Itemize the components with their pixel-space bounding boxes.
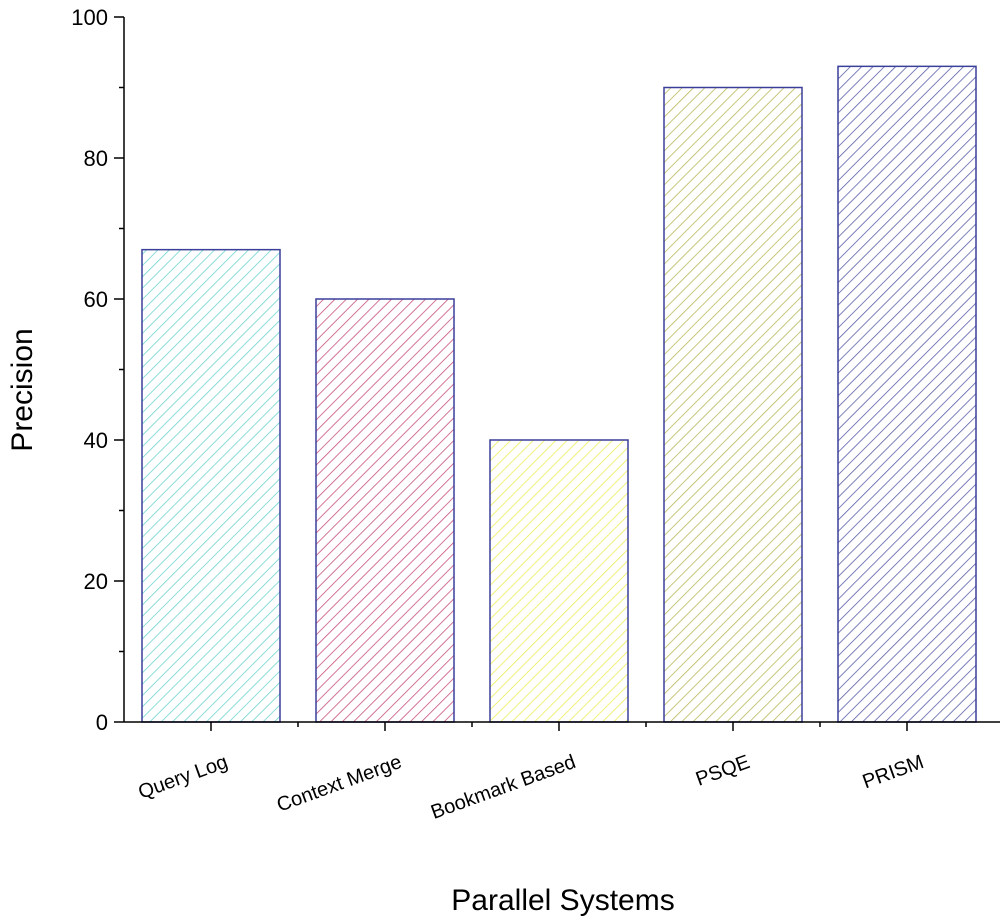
x-tick-label: Context Merge: [274, 751, 405, 817]
bar-bookmark-based: [489, 439, 629, 723]
y-tick-label: 20: [84, 569, 108, 594]
bars-group: [141, 65, 977, 723]
x-axis-title: Parallel Systems: [451, 884, 674, 917]
bar-query-log: [141, 248, 281, 723]
y-axis-title: Precision: [6, 328, 39, 451]
x-tick-label: Bookmark Based: [428, 751, 579, 824]
ticks-group: [114, 16, 908, 731]
bar-context-merge: [315, 298, 455, 723]
x-tick-label: PSQE: [693, 751, 753, 791]
y-tick-label: 80: [84, 146, 108, 171]
x-tick-label: Query Log: [135, 751, 230, 804]
y-tick-label: 60: [84, 287, 108, 312]
y-tick-label: 40: [84, 428, 108, 453]
bar-prism: [837, 65, 977, 723]
y-tick-label: 0: [96, 710, 108, 735]
y-tick-label: 100: [71, 5, 108, 30]
x-tick-label: PRISM: [860, 751, 927, 793]
bar-psqe: [663, 86, 803, 723]
